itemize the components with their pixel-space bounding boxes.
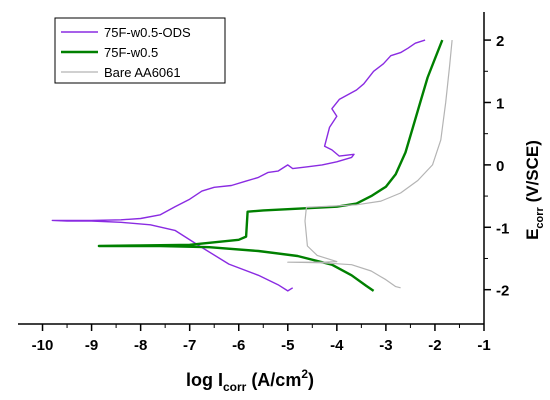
- x-axis-title-units-sup: 2: [301, 367, 308, 381]
- x-tick-label: -9: [85, 337, 98, 354]
- plot-frame: [18, 12, 485, 325]
- x-tick-label: -6: [232, 337, 245, 354]
- x-tick-label: -7: [183, 337, 196, 354]
- x-axis-title-sub: corr: [223, 380, 247, 394]
- series-line-bare-aa6061: [287, 40, 453, 289]
- series-layer: [51, 39, 453, 292]
- y-tick-label: 1: [496, 95, 504, 112]
- x-tick-label: -1: [477, 337, 490, 354]
- y-tick-label: 0: [496, 158, 504, 175]
- legend-label-75f-w0-5: 75F-w0.5: [104, 45, 158, 60]
- y-tick-label: 2: [496, 33, 504, 50]
- x-tick-label: -4: [330, 337, 344, 354]
- legend: 75F-w0.5-ODS 75F-w0.5 Bare AA6061: [54, 17, 226, 84]
- y-tick-label: -1: [496, 220, 509, 237]
- x-tick-label: -5: [281, 337, 294, 354]
- x-tick-label: -3: [379, 337, 392, 354]
- x-axis-title-prefix: log I: [186, 370, 223, 390]
- x-axis-title-units-open: (A/cm: [246, 370, 301, 390]
- y-axis-title-units: (V/SCE): [523, 140, 542, 207]
- y-tick-label: -2: [496, 283, 509, 300]
- x-axis-title: log Icorr (A/cm2): [186, 367, 314, 394]
- y-axis-title: Ecorr (V/SCE): [523, 140, 546, 240]
- series-line-75f-w0-5: [97, 39, 444, 292]
- x-tick-label: -2: [428, 337, 441, 354]
- series-line-75f-w0-5-ods: [51, 39, 426, 292]
- x-tick-label: -8: [134, 337, 147, 354]
- y-axis-title-prefix: E: [523, 229, 542, 240]
- legend-label-bare-aa6061: Bare AA6061: [104, 65, 181, 80]
- y-axis-title-sub: corr: [534, 206, 546, 228]
- legend-label-75f-w0-5-ods: 75F-w0.5-ODS: [104, 25, 191, 40]
- x-axis-title-units-close: ): [308, 370, 314, 390]
- x-tick-label: -10: [32, 337, 54, 354]
